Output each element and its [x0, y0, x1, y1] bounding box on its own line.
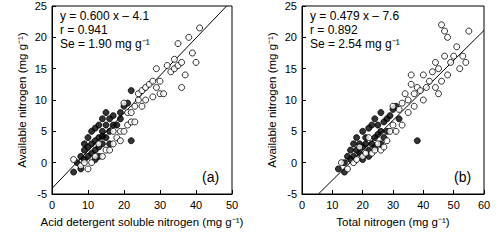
svg-text:20: 20	[118, 199, 130, 211]
svg-text:25: 25	[285, 0, 297, 12]
svg-text:10: 10	[285, 94, 297, 106]
svg-text:Se = 2.54 mg g⁻¹: Se = 2.54 mg g⁻¹	[310, 37, 400, 51]
svg-text:(b): (b)	[454, 169, 471, 185]
svg-text:20: 20	[35, 31, 47, 43]
svg-text:Available nitrogen (mg g⁻¹): Available nitrogen (mg g⁻¹)	[266, 32, 278, 168]
svg-text:(a): (a)	[202, 169, 219, 185]
svg-text:5: 5	[41, 125, 47, 137]
svg-text:50: 50	[448, 199, 460, 211]
svg-text:0: 0	[291, 157, 297, 169]
svg-text:40: 40	[190, 199, 202, 211]
svg-text:-5: -5	[37, 188, 47, 200]
svg-text:Se = 1.90 mg g⁻¹: Se = 1.90 mg g⁻¹	[60, 37, 150, 51]
svg-text:0: 0	[299, 199, 305, 211]
svg-text:60: 60	[478, 199, 490, 211]
svg-text:y = 0.600 x – 4.1: y = 0.600 x – 4.1	[60, 9, 149, 23]
svg-text:Acid detergent soluble nitroge: Acid detergent soluble nitrogen (mg g⁻¹)	[41, 216, 244, 228]
svg-text:r = 0.892: r = 0.892	[310, 23, 358, 37]
svg-text:10: 10	[326, 199, 338, 211]
svg-text:10: 10	[82, 199, 94, 211]
svg-text:25: 25	[35, 0, 47, 12]
svg-text:40: 40	[417, 199, 429, 211]
svg-text:50: 50	[226, 199, 238, 211]
svg-text:0: 0	[41, 157, 47, 169]
svg-text:Total nitrogen (mg g⁻¹): Total nitrogen (mg g⁻¹)	[336, 216, 449, 228]
svg-text:10: 10	[35, 94, 47, 106]
svg-text:0: 0	[49, 199, 55, 211]
svg-text:30: 30	[387, 199, 399, 211]
svg-text:15: 15	[35, 63, 47, 75]
svg-text:y = 0.479 x – 7.6: y = 0.479 x – 7.6	[310, 9, 399, 23]
svg-text:30: 30	[154, 199, 166, 211]
svg-text:20: 20	[285, 31, 297, 43]
svg-text:15: 15	[285, 63, 297, 75]
svg-text:20: 20	[357, 199, 369, 211]
svg-text:r = 0.941: r = 0.941	[60, 23, 108, 37]
svg-text:-5: -5	[287, 188, 297, 200]
svg-text:5: 5	[291, 125, 297, 137]
svg-text:Available nitrogen (mg g⁻¹): Available nitrogen (mg g⁻¹)	[16, 32, 28, 168]
